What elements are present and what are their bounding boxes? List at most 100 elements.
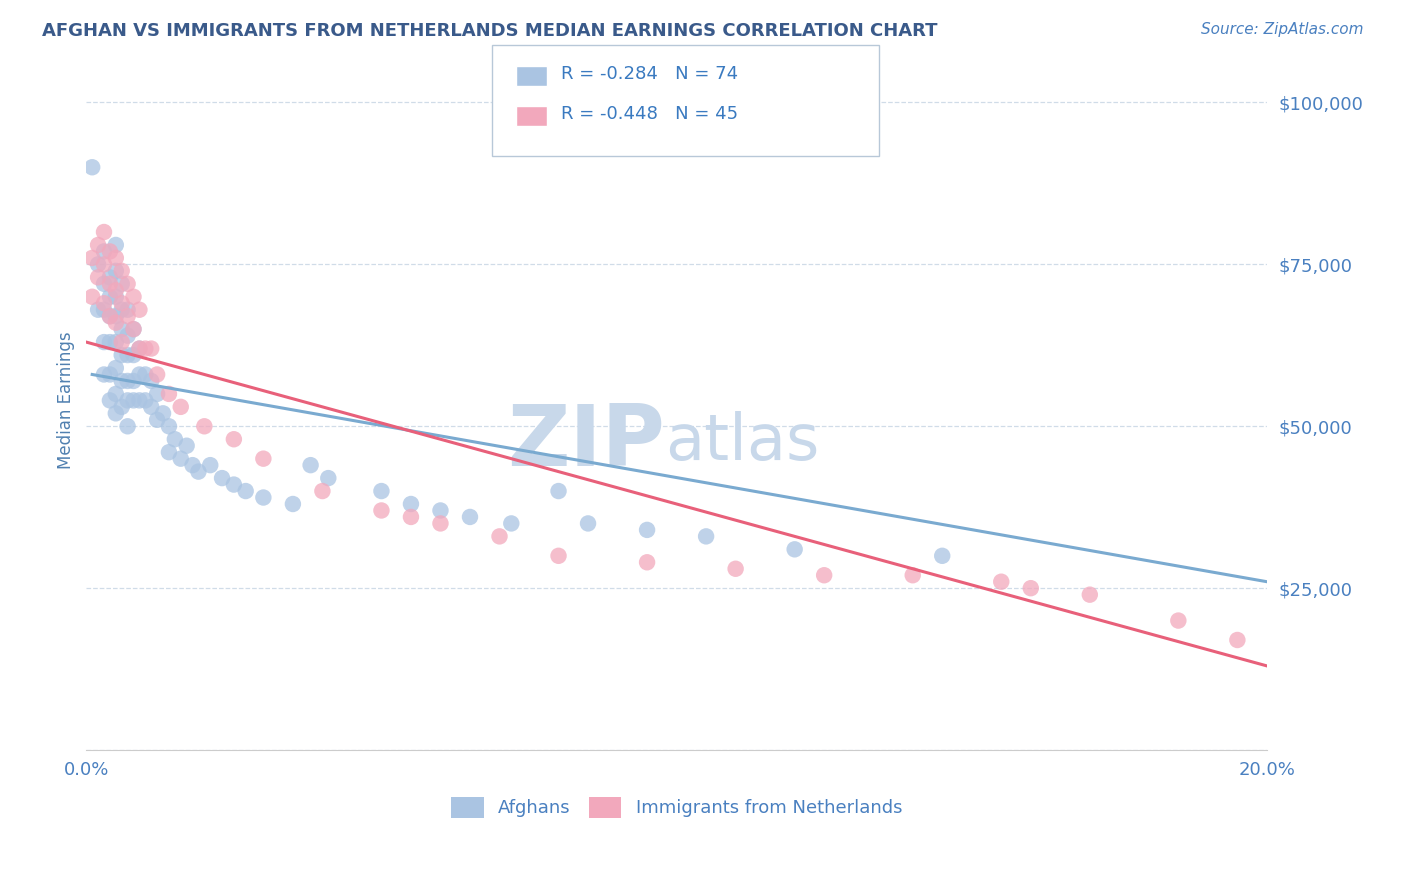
Point <box>128 342 150 356</box>
Text: atlas: atlas <box>665 411 820 474</box>
Point <box>93 368 115 382</box>
Point <box>128 393 150 408</box>
Point <box>117 419 139 434</box>
Point <box>122 393 145 408</box>
Point <box>117 302 139 317</box>
Point <box>128 368 150 382</box>
Point <box>252 491 274 505</box>
Point <box>117 309 139 323</box>
Point <box>111 322 134 336</box>
Point <box>111 302 134 317</box>
Point <box>170 400 193 414</box>
Point <box>141 342 163 356</box>
Point <box>170 451 193 466</box>
Point <box>104 316 127 330</box>
Point <box>117 348 139 362</box>
Point <box>318 471 340 485</box>
Point <box>117 328 139 343</box>
Point <box>117 277 139 291</box>
Point <box>783 542 806 557</box>
Point <box>931 549 953 563</box>
Point <box>87 257 110 271</box>
Point <box>200 458 222 472</box>
Point <box>146 413 169 427</box>
Point <box>122 290 145 304</box>
Point <box>117 374 139 388</box>
Point <box>122 374 145 388</box>
Point <box>93 335 115 350</box>
Point <box>222 477 245 491</box>
Point <box>636 523 658 537</box>
Point <box>93 244 115 259</box>
Point <box>813 568 835 582</box>
Point <box>98 309 121 323</box>
Point <box>134 393 156 408</box>
Point <box>187 465 209 479</box>
Point <box>98 309 121 323</box>
Point <box>98 290 121 304</box>
Point <box>82 290 104 304</box>
Point <box>111 374 134 388</box>
Point <box>399 510 422 524</box>
Point <box>87 238 110 252</box>
Y-axis label: Median Earnings: Median Earnings <box>58 332 75 469</box>
Point <box>181 458 204 472</box>
Point <box>98 368 121 382</box>
Point <box>281 497 304 511</box>
Point <box>98 335 121 350</box>
Point <box>98 270 121 285</box>
Point <box>134 368 156 382</box>
Point <box>547 484 569 499</box>
Point <box>488 529 510 543</box>
Point <box>111 400 134 414</box>
Text: R = -0.284   N = 74: R = -0.284 N = 74 <box>561 65 738 83</box>
Point <box>163 432 186 446</box>
Point <box>93 225 115 239</box>
Point <box>695 529 717 543</box>
Text: Source: ZipAtlas.com: Source: ZipAtlas.com <box>1201 22 1364 37</box>
Point <box>128 342 150 356</box>
Point <box>370 503 392 517</box>
Point <box>87 302 110 317</box>
Point <box>104 309 127 323</box>
Point <box>104 361 127 376</box>
Point <box>122 322 145 336</box>
Point <box>152 406 174 420</box>
Point <box>157 387 180 401</box>
Point <box>429 516 451 531</box>
Point <box>111 277 134 291</box>
Point <box>636 555 658 569</box>
Text: R = -0.448   N = 45: R = -0.448 N = 45 <box>561 105 738 123</box>
Point <box>211 471 233 485</box>
Point <box>122 348 145 362</box>
Point <box>134 342 156 356</box>
Point <box>128 302 150 317</box>
Point <box>93 302 115 317</box>
Point <box>1226 632 1249 647</box>
Point <box>104 251 127 265</box>
Point <box>146 387 169 401</box>
Point <box>87 270 110 285</box>
Point <box>299 458 322 472</box>
Point <box>501 516 523 531</box>
Point <box>146 368 169 382</box>
Point <box>724 562 747 576</box>
Point <box>93 277 115 291</box>
Point <box>104 264 127 278</box>
Point <box>122 322 145 336</box>
Point <box>157 445 180 459</box>
Text: AFGHAN VS IMMIGRANTS FROM NETHERLANDS MEDIAN EARNINGS CORRELATION CHART: AFGHAN VS IMMIGRANTS FROM NETHERLANDS ME… <box>42 22 938 40</box>
Point <box>990 574 1012 589</box>
Point <box>104 283 127 297</box>
Point <box>111 348 134 362</box>
Point <box>117 393 139 408</box>
Point <box>157 419 180 434</box>
Text: ZIP: ZIP <box>508 401 665 483</box>
Point <box>82 251 104 265</box>
Point <box>104 387 127 401</box>
Point <box>1167 614 1189 628</box>
Point <box>1078 588 1101 602</box>
Point <box>141 400 163 414</box>
Point <box>576 516 599 531</box>
Point <box>104 238 127 252</box>
